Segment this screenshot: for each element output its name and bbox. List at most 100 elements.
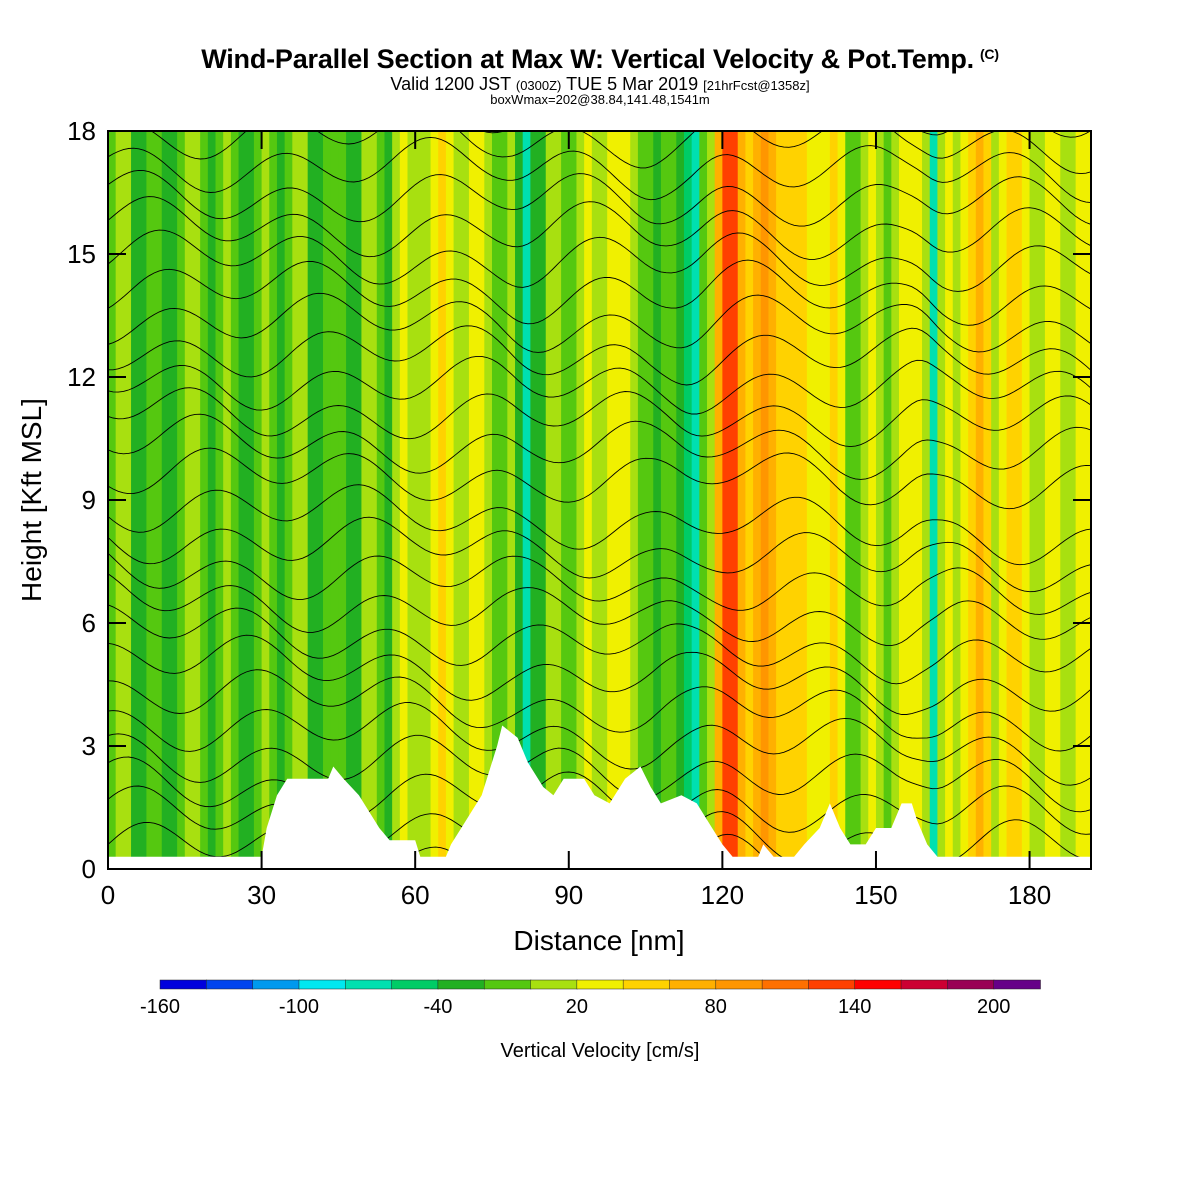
y-tick-label: 18: [67, 116, 96, 146]
isentrope-line: [108, 634, 1091, 715]
field-cell: [791, 131, 800, 869]
field-cell: [530, 131, 539, 869]
field-cell: [691, 131, 700, 869]
copyright-mark: (C): [979, 46, 999, 62]
colorbar-tick-label: -100: [279, 996, 319, 1018]
field-cell: [292, 131, 301, 869]
field-cell: [407, 131, 416, 869]
field-cell: [468, 131, 478, 869]
field-cell: [829, 131, 839, 869]
field-cell: [968, 131, 977, 869]
colorbar-swatch: [669, 979, 717, 990]
field-cell: [561, 131, 570, 869]
field-cell: [1044, 131, 1054, 869]
field-cell: [507, 131, 516, 869]
colorbar-swatch: [622, 979, 671, 990]
colorbar-swatch: [808, 979, 856, 990]
field-cell: [522, 131, 531, 869]
field-cell: [161, 131, 171, 869]
field-cell: [215, 131, 224, 869]
field-cell: [200, 131, 209, 869]
field-cell: [845, 131, 854, 869]
colorbar-tick-label: -40: [423, 996, 452, 1018]
field-cell: [860, 131, 869, 869]
field-cell: [369, 131, 378, 869]
field-cell: [983, 131, 992, 869]
field-cell: [330, 131, 339, 869]
field-cell: [184, 131, 194, 869]
field-cell: [1014, 131, 1023, 869]
field-cell: [660, 131, 670, 869]
field-cell: [361, 131, 370, 869]
field-cell: [945, 131, 954, 869]
field-cell: [553, 131, 562, 869]
x-tick-label: 150: [854, 880, 897, 910]
x-tick-label: 90: [554, 880, 583, 910]
field-cell: [276, 131, 286, 869]
axes: 0 30 60 90 120 150 180 0 3 6 9 12 15 18: [67, 116, 1091, 910]
colorbar-swatch: [715, 979, 763, 990]
field-cell: [1037, 131, 1046, 869]
field-cell: [207, 131, 217, 869]
field-cell: [952, 131, 962, 869]
field-cell: [914, 131, 923, 869]
field-cell: [538, 131, 547, 869]
colorbar-title: Vertical Velocity [cm/s]: [501, 1040, 700, 1062]
field-cell: [645, 131, 654, 869]
field-cell: [1052, 131, 1061, 869]
field-cell: [399, 131, 409, 869]
chart-subtitle-box: boxWmax=202@38.84,141.48,1541m: [490, 92, 710, 107]
field-cell: [491, 131, 501, 869]
isentrope-line: [108, 196, 1091, 260]
isentrope-line: [108, 702, 1091, 786]
isentrope-line: [108, 292, 1091, 353]
field-cell: [230, 131, 240, 869]
field-cell: [906, 131, 915, 869]
field-cell: [676, 131, 685, 869]
field-cell: [630, 131, 639, 869]
field-cell: [269, 131, 278, 869]
isentrope-line: [108, 413, 1091, 480]
chart-subtitle-valid: Valid 1200 JST (0300Z) TUE 5 Mar 2019 [2…: [0, 74, 1200, 95]
colorbar-swatch: [576, 979, 624, 990]
field-cell: [622, 131, 631, 869]
isentrope-line: [108, 44, 1091, 106]
colorbar-swatch: [252, 979, 300, 990]
colorbar-tick-label: 80: [705, 996, 727, 1018]
isentrope-line: [108, 169, 1091, 227]
field-cell: [323, 131, 332, 869]
field-cell: [799, 131, 808, 869]
colorbar-swatch: [854, 979, 902, 990]
field-cell: [1060, 131, 1069, 869]
valid-prefix: Valid 1200 JST: [390, 74, 511, 94]
field-cell: [975, 131, 985, 869]
field-cell: [683, 131, 693, 869]
field-cell: [169, 131, 178, 869]
field-cell: [591, 131, 601, 869]
y-tick-label: 15: [67, 239, 96, 269]
title-main: Wind-Parallel Section at Max W: Vertical…: [201, 44, 974, 74]
field-cell: [960, 131, 969, 869]
field-cell: [891, 131, 900, 869]
y-tick-label: 6: [82, 608, 96, 638]
field-cell: [392, 131, 401, 869]
field-cell: [753, 131, 762, 869]
colorbar-swatch: [391, 979, 439, 990]
colorbar-swatch: [159, 979, 208, 990]
y-tick-label: 9: [82, 485, 96, 515]
chart-title: Wind-Parallel Section at Max W: Vertical…: [0, 44, 1200, 75]
field-cell: [484, 131, 493, 869]
field-cell: [998, 131, 1008, 869]
valid-forecast: [21hrFcst@1358z]: [703, 78, 810, 93]
colorbar-swatch: [947, 979, 995, 990]
colorbar-swatch: [206, 979, 254, 990]
y-tick-label: 3: [82, 731, 96, 761]
field-cell: [937, 131, 946, 869]
valid-utc: (0300Z): [515, 78, 562, 93]
field-cell: [814, 131, 823, 869]
field-cell: [1021, 131, 1031, 869]
y-tick-label: 0: [82, 854, 96, 884]
colorbar-swatch: [900, 979, 949, 990]
isentrope-line: [108, 387, 1091, 448]
